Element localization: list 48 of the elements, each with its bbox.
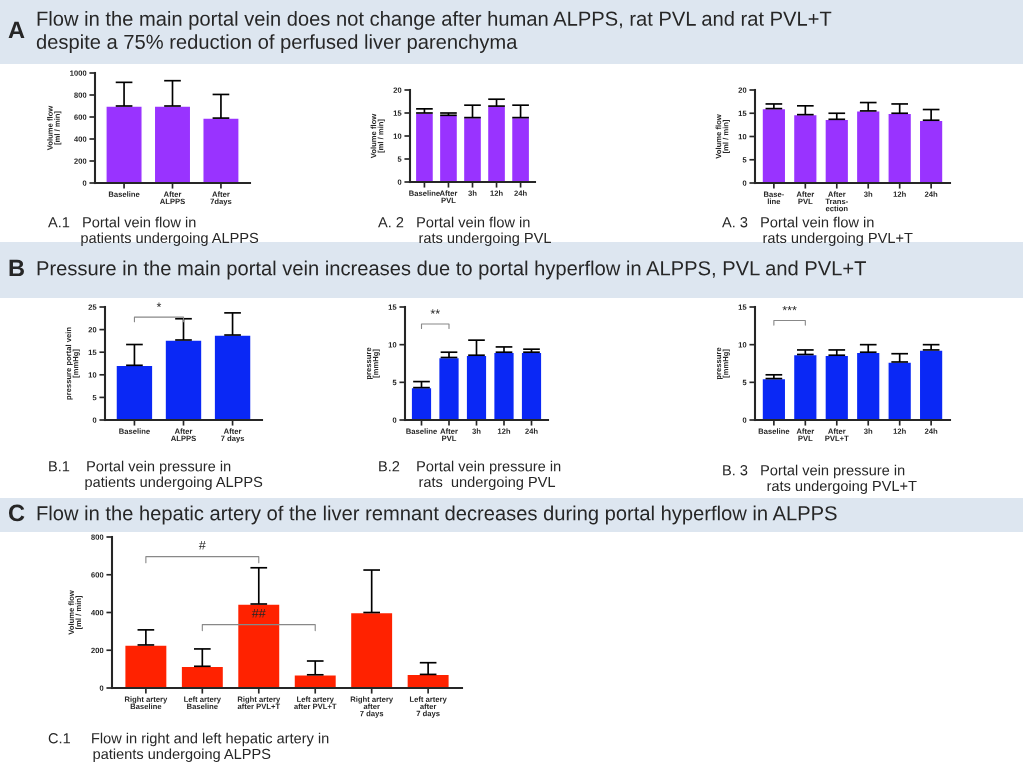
bar	[124, 644, 168, 688]
bar	[349, 611, 394, 688]
bar	[887, 361, 913, 420]
text: C.1 Flow in right and left hepatic artery in patients undergoing ALPPS	[48, 732, 329, 762]
text: B	[9, 259, 24, 277]
annotation: **	[430, 309, 440, 314]
bar	[492, 351, 516, 420]
text: A. 3 Portal vein flow in rats undergoing PVL+T	[722, 216, 913, 246]
chart-title: Flow in the hepatic artery of the liver remnant decreases during portal hyperflow in ALPPS	[37, 505, 837, 525]
bar	[410, 386, 433, 420]
bar	[855, 110, 881, 183]
bar	[115, 364, 154, 420]
bar	[213, 334, 252, 420]
bar	[761, 107, 787, 183]
bar	[164, 339, 203, 420]
bar	[236, 603, 281, 688]
bar	[824, 118, 850, 183]
bar	[824, 354, 850, 420]
bar	[486, 105, 507, 182]
bar	[414, 112, 435, 182]
bar	[761, 377, 787, 420]
text: A.1 Portal vein flow in patients undergoing ALPPS	[48, 216, 259, 246]
bar	[918, 349, 944, 420]
text: *	[156, 302, 162, 307]
bar	[792, 353, 818, 420]
text: A. 2 Portal vein flow in rats undergoing PVL	[378, 216, 551, 246]
annotation: ***	[782, 305, 797, 311]
text: B.2 Portal vein pressure in rats undergoing PVL	[379, 460, 561, 490]
text: Flow in the main portal vein does not change after human ALPPS, rat PVL and rat PVL+T despite a 75% reduction of perfused liver parenchyma	[36, 11, 832, 53]
annotation: ##	[251, 608, 266, 618]
bar	[887, 112, 913, 183]
text: C	[8, 504, 25, 522]
bar	[855, 351, 881, 420]
annotation: #	[198, 540, 206, 550]
text: B. 3 Portal vein pressure in rats undergoing PVL+T	[723, 464, 917, 494]
bar	[462, 116, 483, 182]
text: A	[8, 21, 25, 39]
bar	[520, 351, 543, 420]
bar	[180, 665, 225, 688]
bar	[510, 116, 531, 182]
bar	[465, 354, 488, 420]
text: B.1 Portal vein pressure in patients undergoing ALPPS	[49, 460, 263, 490]
bar	[437, 356, 461, 420]
text: Pressure in the main portal vein increases due to portal hyperflow in ALPPS, PVL and PVL+T	[37, 260, 866, 280]
bar	[406, 673, 450, 688]
bar	[792, 113, 818, 183]
bar	[438, 114, 459, 182]
bar	[918, 119, 944, 183]
